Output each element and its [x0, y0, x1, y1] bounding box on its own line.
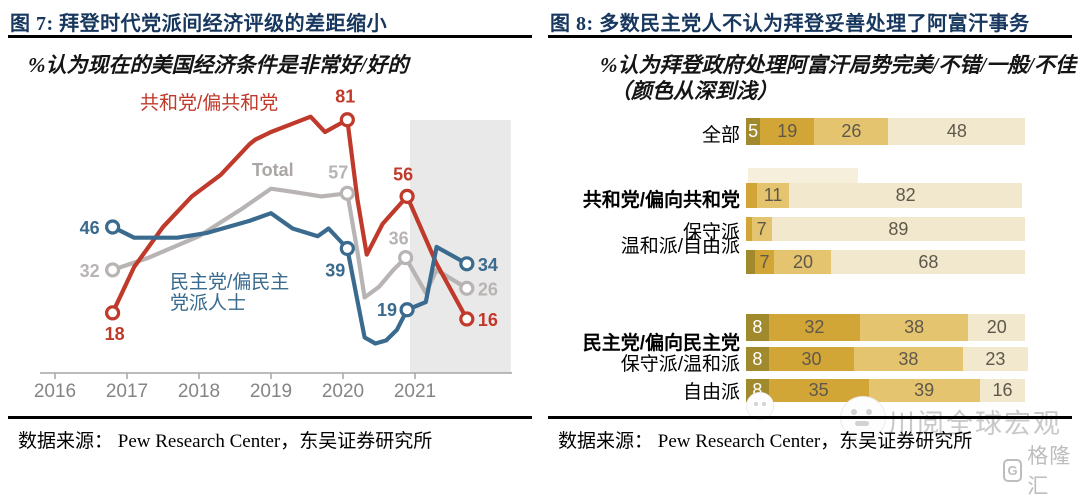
bar-segment: 35 [768, 379, 869, 402]
fig7-subtitle: %认为现在的美国经济条件是非常好/好的 [28, 53, 409, 77]
data-point-marker [459, 280, 475, 296]
bar-segment: 38 [854, 347, 963, 371]
fig7-title: 图 7: 拜登时代党派间经济评级的差距缩小 [10, 13, 388, 35]
stacked-bar: 8 35 39 16 [746, 379, 1026, 402]
bar-segment: 48 [888, 118, 1026, 145]
stacked-bar: 11 82 [746, 183, 1023, 208]
stacked-bar: 8 32 38 20 [746, 314, 1026, 341]
x-tick-label: 2017 [106, 381, 148, 402]
series-annotation: 党派人士 [170, 292, 246, 314]
data-point-label: 39 [325, 260, 345, 280]
bar-segment: 20 [968, 314, 1026, 341]
bar-segment: 82 [788, 183, 1023, 208]
data-point-label: 81 [335, 87, 355, 107]
data-point-marker [339, 240, 355, 257]
data-point-label: 18 [105, 324, 125, 344]
fig8-title-underline [548, 35, 1072, 38]
stacked-bar: 7 89 [746, 217, 1026, 241]
bar-segment: 20 [774, 250, 832, 274]
data-point-label: 19 [377, 300, 397, 320]
data-point-label: 26 [478, 279, 498, 299]
data-point-marker [104, 262, 121, 278]
x-tick-label: 2019 [250, 381, 292, 402]
fig8-title: 图 8: 多数民主党人不认为拜登妥善处理了阿富汗事务 [550, 13, 1030, 35]
artifact-strip [748, 168, 858, 184]
bar-segment: 8 [746, 314, 769, 341]
data-point-label: 34 [478, 255, 498, 275]
bar-segment: 89 [771, 217, 1026, 241]
bar-segment [746, 250, 755, 274]
data-point-marker [339, 185, 355, 201]
bar-row-label: 全部 [701, 125, 740, 146]
bar-segment: 32 [768, 314, 860, 341]
data-point-marker [104, 305, 121, 321]
bar-segment [746, 217, 752, 241]
face-sticker-icon [746, 392, 774, 420]
bar-row-label: 保守派/温和派 [620, 354, 740, 375]
data-point-label: 57 [328, 162, 348, 182]
fig8-source: 数据来源： Pew Research Center，东吴证券研究所 [558, 431, 973, 452]
bar-segment: 7 [751, 217, 772, 241]
bar-segment: 11 [757, 183, 789, 208]
bar-segment: 26 [814, 118, 889, 145]
bar-segment: 5 [746, 118, 761, 145]
series-line [110, 186, 469, 300]
bar-segment: 7 [754, 250, 775, 274]
data-point-label: 32 [80, 261, 100, 281]
bar-segment: 30 [768, 347, 855, 371]
series-annotation: 民主党/偏民主 [170, 271, 289, 293]
data-point-label: 36 [389, 229, 409, 249]
data-point-marker [398, 250, 414, 266]
x-tick-label: 2018 [178, 381, 220, 402]
bar-row-label: 温和派/自由派 [620, 236, 740, 257]
bar-row-label: 自由派 [682, 382, 740, 403]
bar-segment: 8 [746, 347, 769, 371]
x-tick-label: 2016 [34, 381, 76, 402]
data-point-label: 16 [478, 310, 498, 330]
fig8-subtitle-line1: %认为拜登政府处理阿富汗局势完美/不错/一般/不佳 [600, 53, 1076, 77]
data-point-label: 56 [393, 164, 413, 184]
shaded-region [409, 120, 511, 373]
data-point-marker [399, 188, 415, 204]
stacked-bar: 8 30 38 23 [746, 347, 1029, 371]
data-point-marker [339, 112, 355, 128]
bar-segment: 68 [831, 250, 1026, 274]
series-line [110, 114, 469, 322]
bar-row-label: 共和党/偏向共和党 [582, 190, 740, 211]
watermark-text: 川阅全球宏观 [888, 409, 1062, 439]
stacked-bar: 5 19 26 48 [746, 118, 1026, 145]
bar-segment [746, 183, 758, 208]
fig7-line-chart: 2016 2017 2018 2019 2020 2021 32 57 36 26 18 81 56 16… [34, 87, 512, 402]
fig8-subtitle-line2: （颜色从深到浅） [610, 79, 778, 103]
data-point-marker [459, 311, 475, 327]
bar-segment: 23 [962, 347, 1029, 371]
data-point-marker [104, 219, 121, 235]
fig7-bottom-rule [8, 416, 532, 419]
bar-row-label: 民主党/偏向民主党 [582, 333, 740, 354]
gelonghui-logo-text: 格隆汇 [1027, 445, 1072, 498]
series-annotation: Total [252, 160, 294, 180]
gelonghui-logo: G 格隆汇 [1003, 440, 1080, 500]
fig7-title-underline [8, 35, 532, 38]
x-tick-label: 2021 [394, 381, 436, 402]
series-annotation: 共和党/偏共和党 [140, 92, 278, 114]
bar-segment: 16 [979, 379, 1026, 402]
page: { "fig7": { "title": "图 7: 拜登时代党派间经济评级的差… [8, 13, 1076, 498]
fig7-source: 数据来源： Pew Research Center，东吴证券研究所 [18, 431, 433, 452]
data-point-label: 46 [80, 218, 100, 238]
data-point-marker [399, 302, 415, 318]
bar-segment: 39 [868, 379, 980, 402]
bar-segment: 38 [859, 314, 969, 341]
data-point-marker [459, 256, 475, 272]
stacked-bar: 7 20 68 [746, 250, 1026, 274]
gelonghui-logo-icon: G [1003, 458, 1023, 482]
x-tick-label: 2020 [322, 381, 364, 402]
bar-segment: 19 [760, 118, 815, 145]
bar-row-label: 保守派 [682, 222, 740, 243]
fig8-bottom-rule [548, 416, 1072, 419]
